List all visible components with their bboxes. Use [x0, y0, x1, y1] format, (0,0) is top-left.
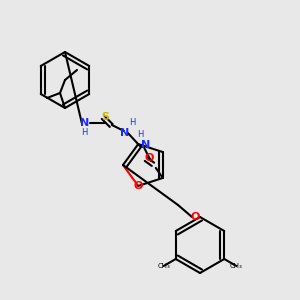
- Text: O: O: [190, 212, 200, 222]
- Text: O: O: [134, 181, 143, 191]
- Text: CH₃: CH₃: [230, 263, 243, 269]
- Text: N: N: [141, 140, 150, 150]
- Text: H: H: [82, 128, 88, 137]
- Text: CH₃: CH₃: [157, 263, 170, 269]
- Text: N: N: [120, 128, 129, 138]
- Text: H: H: [130, 118, 136, 127]
- Text: H: H: [138, 130, 144, 140]
- Text: N: N: [80, 118, 89, 128]
- Text: S: S: [101, 112, 109, 122]
- Text: O: O: [144, 153, 154, 163]
